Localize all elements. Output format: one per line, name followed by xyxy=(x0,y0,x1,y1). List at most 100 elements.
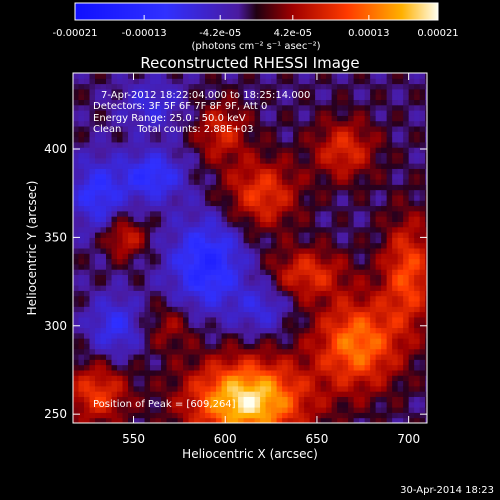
heatmap-cell xyxy=(122,343,129,350)
heatmap-cell xyxy=(227,380,234,387)
heatmap-cell xyxy=(89,131,96,138)
heatmap-cell xyxy=(260,396,267,403)
heatmap-cell xyxy=(375,279,382,286)
heatmap-cell xyxy=(326,253,333,260)
heatmap-cell xyxy=(205,322,212,329)
heatmap-cell xyxy=(194,173,201,180)
heatmap-cell xyxy=(370,316,377,323)
heatmap-cell xyxy=(210,391,217,397)
heatmap-cell xyxy=(293,417,300,423)
heatmap-cell xyxy=(282,131,289,138)
heatmap-cell xyxy=(205,163,212,169)
heatmap-cell xyxy=(139,136,146,143)
heatmap-cell xyxy=(320,120,327,127)
heatmap-cell xyxy=(199,136,206,143)
heatmap-cell xyxy=(199,216,206,222)
heatmap-cell xyxy=(84,73,91,79)
heatmap-cell xyxy=(293,316,300,323)
heatmap-cell xyxy=(425,258,427,265)
heatmap-cell xyxy=(122,152,129,159)
heatmap-cell xyxy=(133,163,140,169)
heatmap-cell xyxy=(166,104,173,111)
heatmap-cell xyxy=(364,417,371,423)
heatmap-cell xyxy=(133,120,140,127)
heatmap-cell xyxy=(144,163,151,169)
heatmap-cell xyxy=(304,99,311,106)
heatmap-cell xyxy=(414,120,421,127)
heatmap-cell xyxy=(403,94,410,101)
heatmap-cell xyxy=(403,126,410,132)
heatmap-cell xyxy=(315,200,322,207)
heatmap-cell xyxy=(260,205,267,212)
heatmap-cell xyxy=(84,99,91,106)
heatmap-cell xyxy=(78,157,85,164)
heatmap-cell xyxy=(293,263,300,270)
heatmap-cell xyxy=(106,274,113,281)
heatmap-cell xyxy=(353,248,360,254)
heatmap-cell xyxy=(260,401,267,408)
heatmap-cell xyxy=(282,253,289,260)
heatmap-cell xyxy=(265,110,272,116)
heatmap-cell xyxy=(315,385,322,392)
heatmap-cell xyxy=(282,221,289,228)
heatmap-cell xyxy=(177,147,184,154)
heatmap-cell xyxy=(227,157,234,164)
heatmap-cell xyxy=(194,120,201,127)
heatmap-cell xyxy=(194,327,201,334)
heatmap-cell xyxy=(166,210,173,217)
heatmap-cell xyxy=(408,136,415,143)
heatmap-cell xyxy=(133,110,140,116)
heatmap-cell xyxy=(221,332,228,339)
heatmap-cell xyxy=(78,412,85,419)
heatmap-cell xyxy=(403,417,410,423)
heatmap-cell xyxy=(161,88,168,95)
heatmap-cell xyxy=(348,343,355,350)
heatmap-cell xyxy=(282,332,289,339)
heatmap-cell xyxy=(210,232,217,238)
heatmap-cell xyxy=(227,258,234,265)
heatmap-cell xyxy=(73,210,79,217)
heatmap-cell xyxy=(194,391,201,397)
heatmap-cell xyxy=(337,99,344,106)
heatmap-cell xyxy=(199,179,206,185)
heatmap-cell xyxy=(337,110,344,116)
heatmap-cell xyxy=(117,163,124,169)
heatmap-cell xyxy=(161,189,168,196)
heatmap-cell xyxy=(199,152,206,159)
heatmap-cell xyxy=(221,226,228,233)
heatmap-cell xyxy=(265,163,272,169)
heatmap-cell xyxy=(403,412,410,419)
heatmap-cell xyxy=(370,242,377,249)
heatmap-cell xyxy=(397,306,404,313)
heatmap-cell xyxy=(117,126,124,132)
heatmap-cell xyxy=(144,380,151,387)
heatmap-cell xyxy=(293,327,300,334)
heatmap-cell xyxy=(166,417,173,423)
heatmap-cell xyxy=(408,338,415,344)
heatmap-cell xyxy=(227,316,234,323)
heatmap-cell xyxy=(271,274,278,281)
heatmap-cell xyxy=(386,412,393,419)
heatmap-cell xyxy=(260,301,267,307)
heatmap-cell xyxy=(386,189,393,196)
heatmap-cell xyxy=(210,343,217,350)
heatmap-cell xyxy=(139,232,146,238)
heatmap-cell xyxy=(194,205,201,212)
heatmap-cell xyxy=(386,369,393,376)
heatmap-cell xyxy=(414,391,421,397)
heatmap-cell xyxy=(353,99,360,106)
heatmap-cell xyxy=(216,200,223,207)
heatmap-cell xyxy=(337,348,344,355)
heatmap-cell xyxy=(73,407,79,413)
heatmap-cell xyxy=(144,115,151,122)
heatmap-cell xyxy=(353,78,360,85)
heatmap-cell xyxy=(353,380,360,387)
heatmap-cell xyxy=(381,327,388,334)
heatmap-cell xyxy=(194,311,201,318)
heatmap-cell xyxy=(188,263,195,270)
heatmap-cell xyxy=(326,120,333,127)
heatmap-cell xyxy=(381,290,388,297)
heatmap-cell xyxy=(265,147,272,154)
heatmap-cell xyxy=(133,78,140,85)
heatmap-cell xyxy=(326,364,333,371)
